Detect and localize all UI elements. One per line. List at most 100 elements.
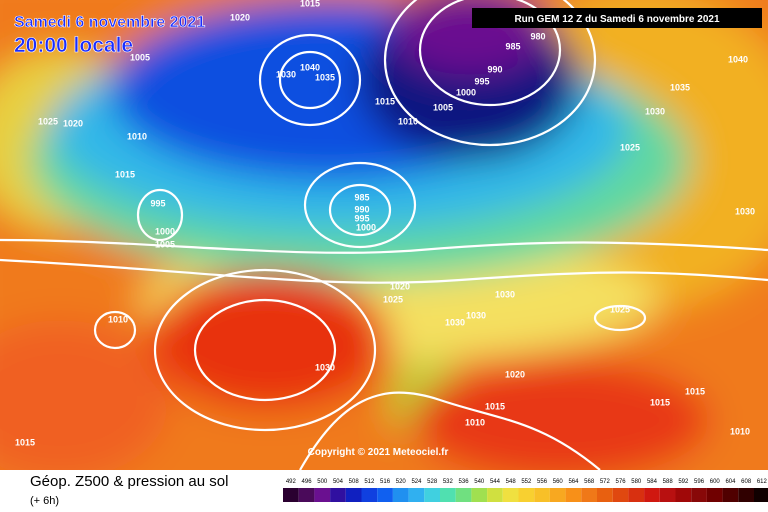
scale-label: 552 bbox=[521, 479, 532, 485]
isobar-label: 1015 bbox=[375, 96, 395, 106]
scale-swatch bbox=[644, 488, 660, 502]
scale-swatch bbox=[549, 488, 566, 502]
isobar-label: 1010 bbox=[465, 417, 485, 427]
scale-swatch bbox=[361, 488, 378, 502]
isobar-label: 1015 bbox=[115, 169, 135, 179]
scale-swatch bbox=[408, 488, 425, 502]
run-banner bbox=[472, 8, 762, 28]
isobar-label: 995 bbox=[150, 198, 165, 208]
scale-label: 536 bbox=[459, 479, 470, 485]
scale-label: 576 bbox=[616, 479, 627, 485]
isobar-label: 1020 bbox=[63, 118, 83, 128]
scale-swatch bbox=[424, 488, 440, 502]
scale-swatch bbox=[659, 488, 676, 502]
scale-label: 596 bbox=[694, 479, 705, 485]
isobar-label: 1010 bbox=[108, 314, 128, 324]
isobar-label: 1020 bbox=[505, 369, 525, 379]
scale-label: 588 bbox=[663, 479, 674, 485]
scale-label: 612 bbox=[757, 479, 768, 485]
isobar-label: 1015 bbox=[485, 401, 505, 411]
isobar-label: 1030 bbox=[466, 310, 486, 320]
time: 20:00 locale bbox=[14, 34, 133, 57]
isobar-label: 1030 bbox=[645, 106, 665, 116]
scale-swatch bbox=[754, 488, 768, 502]
scale-swatch bbox=[314, 488, 331, 502]
isobar-label: 1040 bbox=[300, 62, 320, 72]
scale-swatch bbox=[330, 488, 346, 502]
scale-label: 608 bbox=[741, 479, 752, 485]
isobar-label: 1020 bbox=[390, 281, 410, 291]
isobar-label: 1010 bbox=[398, 116, 418, 126]
copyright: Copyright © 2021 Meteociel.fr bbox=[308, 447, 449, 458]
scale-label: 532 bbox=[443, 479, 454, 485]
isobar-label: 1010 bbox=[730, 426, 750, 436]
isobar-labels: 1015 1020 1005 1040 1030 1035 1015 1005 1010 985 9… bbox=[15, 0, 755, 447]
isobar-label: 980 bbox=[530, 31, 545, 41]
scale-swatch bbox=[283, 488, 299, 502]
isobar-label: 1030 bbox=[445, 317, 465, 327]
isobar-label: 1030 bbox=[276, 69, 296, 79]
isobar-label: 1000 bbox=[155, 226, 175, 236]
scale-label: 572 bbox=[600, 479, 611, 485]
scale-label: 584 bbox=[647, 479, 658, 485]
scale-label: 544 bbox=[490, 479, 501, 485]
scale-label: 604 bbox=[725, 479, 736, 485]
scale-swatch bbox=[675, 488, 692, 502]
isobar-label: 985 bbox=[354, 192, 369, 202]
run-info: Run GEM 12 Z du Samedi 6 novembre 2021 bbox=[514, 14, 720, 25]
isobar-label: 1030 bbox=[495, 289, 515, 299]
scale-swatch bbox=[565, 488, 582, 502]
scale-label: 504 bbox=[333, 479, 344, 485]
isobar-label: 1015 bbox=[650, 397, 670, 407]
scale-swatch bbox=[487, 488, 503, 502]
isobar-label: 985 bbox=[505, 41, 520, 51]
isobar-label: 1030 bbox=[735, 206, 755, 216]
date: Samedi 6 novembre 2021 bbox=[14, 14, 205, 31]
scale-swatch bbox=[440, 488, 456, 502]
scale-swatch bbox=[534, 488, 550, 502]
scale-label: 516 bbox=[380, 479, 391, 485]
scale-swatch bbox=[455, 488, 472, 502]
scale-label: 600 bbox=[710, 479, 721, 485]
scale-swatch bbox=[392, 488, 409, 502]
scale-swatch bbox=[738, 488, 754, 502]
scale-label: 568 bbox=[584, 479, 595, 485]
isobar-label: 1005 bbox=[433, 102, 453, 112]
isobar-label: 1030 bbox=[315, 362, 335, 372]
scale-label: 512 bbox=[364, 479, 375, 485]
scale-label: 560 bbox=[553, 479, 564, 485]
isobar-label: 1000 bbox=[356, 222, 376, 232]
isobar-label: 1015 bbox=[685, 386, 705, 396]
isobar-label: 990 bbox=[487, 64, 502, 74]
isobar-label: 995 bbox=[474, 76, 489, 86]
isobar-label: 1025 bbox=[383, 294, 403, 304]
legend: Géop. Z500 & pression au sol (+ 6h) 492 4… bbox=[30, 473, 768, 507]
scale-label: 496 bbox=[302, 479, 313, 485]
scale-label: 492 bbox=[286, 479, 297, 485]
isobar-label: 1025 bbox=[620, 142, 640, 152]
isobar-label: 1025 bbox=[38, 116, 58, 126]
isobars bbox=[0, 0, 768, 470]
color-scale: 492 496 500 504 508 512 516 520 524 528 532 536 540 5… bbox=[283, 479, 768, 502]
scale-label: 520 bbox=[396, 479, 407, 485]
scale-swatch bbox=[345, 488, 362, 502]
isobar-label: 1005 bbox=[155, 239, 175, 249]
scale-label: 540 bbox=[474, 479, 485, 485]
scale-label: 528 bbox=[427, 479, 438, 485]
scale-swatch bbox=[377, 488, 393, 502]
legend-lead: (+ 6h) bbox=[30, 495, 59, 507]
scale-swatch bbox=[471, 488, 488, 502]
scale-label: 592 bbox=[678, 479, 689, 485]
isobar-label: 1025 bbox=[610, 304, 630, 314]
isobar-label: 995 bbox=[354, 213, 369, 223]
isobar-label: 1035 bbox=[315, 72, 335, 82]
weather-map: 1015 1020 1005 1040 1030 1035 1015 1005 1010 985 9… bbox=[0, 0, 768, 470]
isobar-label: 1020 bbox=[230, 12, 250, 22]
scale-swatch bbox=[612, 488, 629, 502]
isobar-label: 1005 bbox=[130, 52, 150, 62]
legend-title: Géop. Z500 & pression au sol bbox=[30, 473, 228, 490]
isobar-label: 1040 bbox=[728, 54, 748, 64]
scale-label: 548 bbox=[506, 479, 517, 485]
scale-swatch bbox=[502, 488, 519, 502]
